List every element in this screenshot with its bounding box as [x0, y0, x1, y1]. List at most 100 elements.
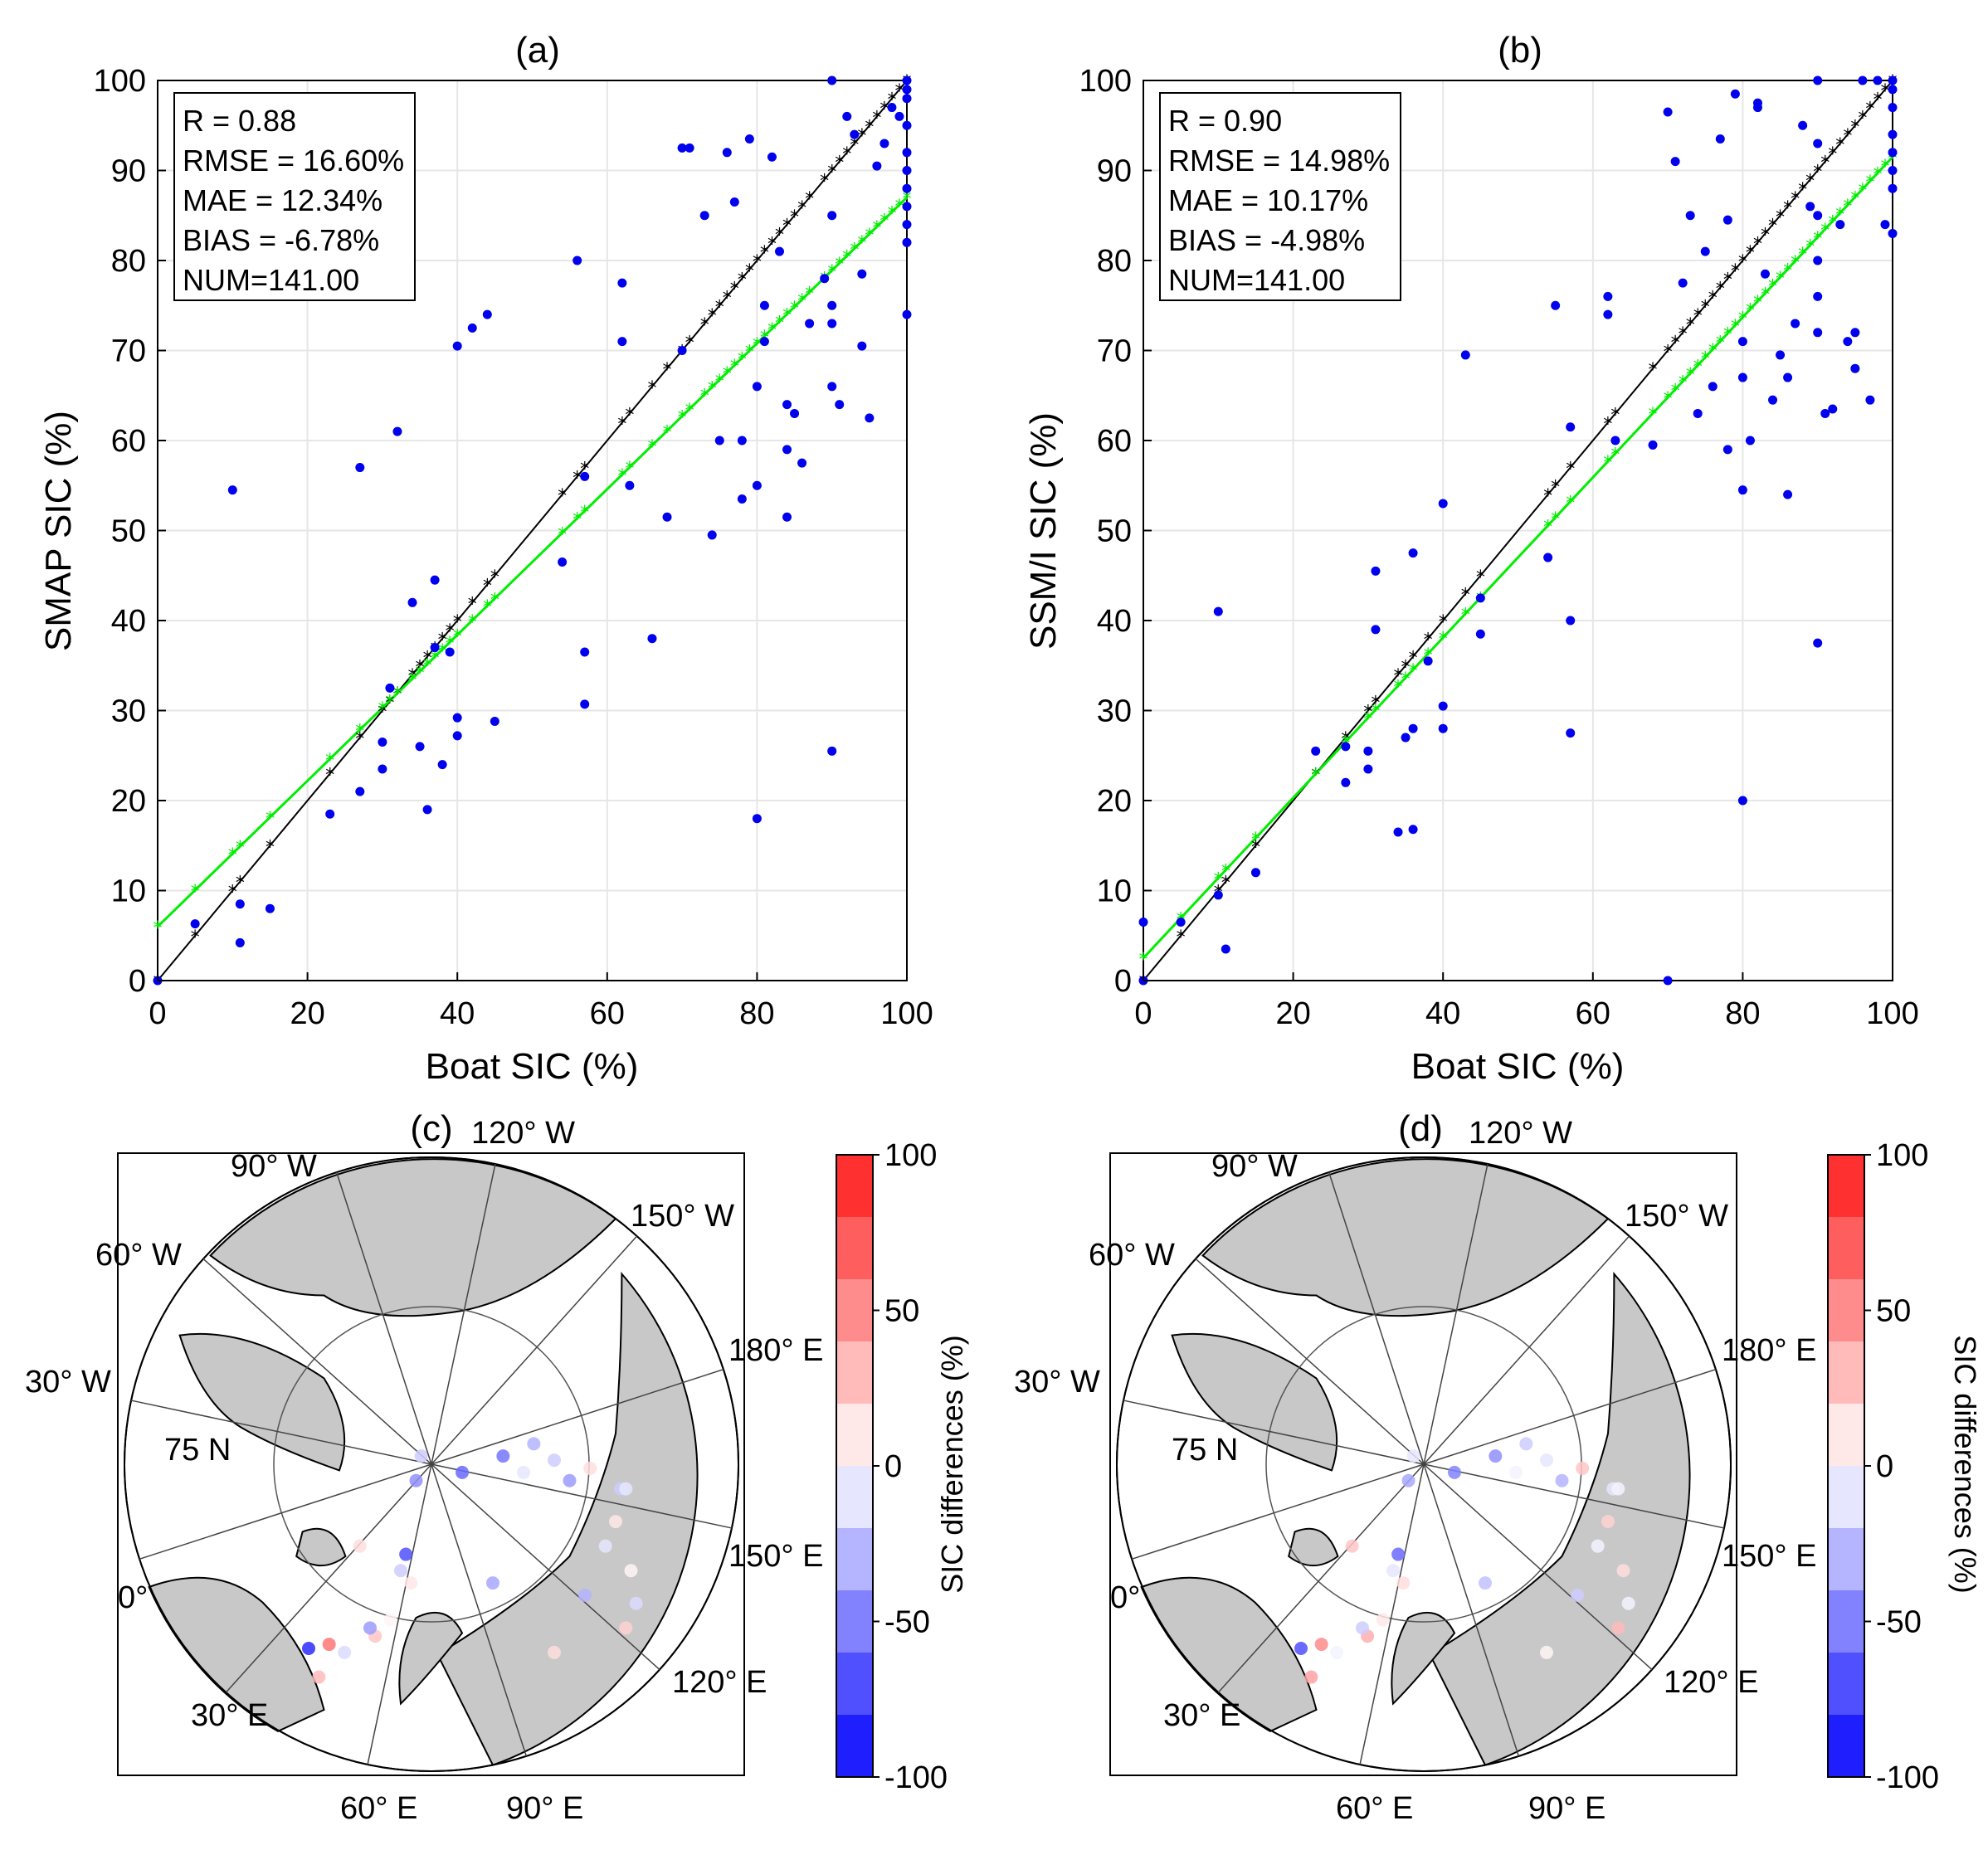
lon-label: 60° E	[340, 1791, 417, 1826]
sic-difference-point	[496, 1449, 510, 1463]
fit-marker: *	[879, 211, 889, 231]
meridian-line	[225, 1463, 432, 1693]
data-point	[902, 309, 912, 319]
identity-marker: *	[392, 684, 402, 705]
identity-marker: *	[266, 837, 275, 858]
meridian-line	[1423, 1463, 1653, 1671]
fit-marker: *	[1858, 181, 1867, 202]
identity-marker: *	[191, 927, 200, 948]
data-point	[737, 436, 747, 445]
data-point	[857, 341, 867, 351]
data-point	[1880, 220, 1890, 230]
data-point	[580, 471, 590, 481]
data-point	[1475, 629, 1485, 639]
sic-difference-point	[1611, 1621, 1625, 1635]
identity-marker: *	[490, 567, 499, 588]
fit-marker: *	[392, 685, 402, 706]
panel-a-stat-mae: MAE = 12.34%	[183, 183, 382, 217]
data-point	[842, 111, 852, 121]
data-point	[872, 161, 882, 171]
panel-d-colorbar-label: SIC differences (%)	[1948, 1335, 1982, 1593]
data-point	[1566, 728, 1576, 738]
fit-marker: *	[1701, 349, 1710, 370]
y-tick-label: 30	[111, 694, 146, 729]
colorbar-tick-label: -100	[1876, 1760, 1939, 1795]
fit-line	[156, 196, 909, 927]
fit-marker: *	[1603, 453, 1612, 474]
fit-marker: *	[1791, 253, 1800, 274]
colorbar-tick-label: 0	[1876, 1449, 1893, 1484]
identity-marker: *	[790, 207, 799, 228]
fit-marker: *	[738, 349, 747, 370]
colorbar-step	[836, 1653, 873, 1716]
data-point	[902, 202, 912, 212]
identity-marker: *	[1341, 729, 1350, 750]
panel-c-polar-map	[124, 1156, 739, 1772]
data-point	[1715, 134, 1725, 144]
data-point	[782, 445, 792, 455]
fit-marker: *	[1409, 661, 1418, 682]
data-point	[1311, 746, 1321, 756]
identity-marker: *	[835, 153, 844, 174]
identity-marker: *	[1776, 207, 1785, 228]
data-point	[902, 75, 912, 85]
colorbar-step	[836, 1715, 873, 1778]
data-point	[1408, 723, 1418, 733]
data-point	[714, 436, 724, 445]
land-mass	[1391, 1611, 1456, 1706]
data-point	[437, 760, 447, 770]
data-point	[894, 111, 904, 121]
colorbar-step	[1828, 1653, 1864, 1716]
identity-marker: *	[483, 577, 492, 597]
identity-marker: *	[558, 486, 567, 507]
data-point	[902, 220, 912, 230]
map-panel-c: (c) 75 N 120° W 150° W 180° E 150° E 120…	[25, 1108, 969, 1826]
y-tick-label: 70	[1097, 334, 1132, 369]
y-tick-label: 10	[111, 874, 146, 909]
data-point	[385, 683, 395, 693]
fit-marker: *	[745, 343, 754, 363]
data-point	[662, 512, 672, 522]
sic-difference-point	[404, 1576, 418, 1590]
panel-b-stat-mae: MAE = 10.17%	[1168, 183, 1368, 217]
fit-marker: *	[1731, 317, 1740, 338]
sic-difference-point	[1479, 1576, 1492, 1590]
panel-b-stat-rmse: RMSE = 14.98%	[1168, 144, 1390, 178]
fit-marker: *	[1221, 862, 1230, 883]
data-point	[1363, 764, 1373, 774]
fit-marker: *	[1776, 269, 1785, 290]
lon-label: 90° E	[1528, 1791, 1606, 1826]
fit-marker: *	[872, 218, 881, 239]
sic-difference-point	[1356, 1621, 1369, 1635]
data-point	[1543, 553, 1553, 562]
data-point	[1603, 309, 1613, 319]
fit-marker: *	[1610, 445, 1620, 466]
data-point	[1791, 319, 1800, 329]
colorbar-step	[1828, 1466, 1864, 1529]
fit-marker: *	[700, 386, 709, 407]
data-point	[1371, 566, 1381, 576]
meridian-line	[202, 1258, 432, 1465]
fit-marker: *	[894, 197, 904, 217]
meridian-line	[1195, 1258, 1425, 1465]
data-point	[1888, 103, 1898, 113]
colorbar-tick-label: 0	[884, 1449, 902, 1484]
identity-marker: *	[236, 874, 245, 894]
x-tick-label: 40	[440, 996, 475, 1031]
data-point	[729, 197, 739, 207]
colorbar-step	[836, 1528, 873, 1591]
data-point	[1813, 75, 1823, 85]
fit-marker: *	[1311, 766, 1320, 786]
data-point	[677, 143, 687, 153]
data-point	[1768, 395, 1778, 405]
data-point	[467, 323, 477, 333]
lon-label: 120° E	[672, 1665, 767, 1700]
data-point	[1371, 625, 1381, 635]
panel-b-stat-num: NUM=141.00	[1168, 263, 1345, 297]
fit-marker: *	[431, 649, 440, 669]
lon-label: 30° E	[1163, 1698, 1240, 1733]
identity-marker: *	[453, 612, 462, 633]
fit-marker: *	[887, 204, 896, 225]
fit-marker: *	[438, 641, 447, 662]
